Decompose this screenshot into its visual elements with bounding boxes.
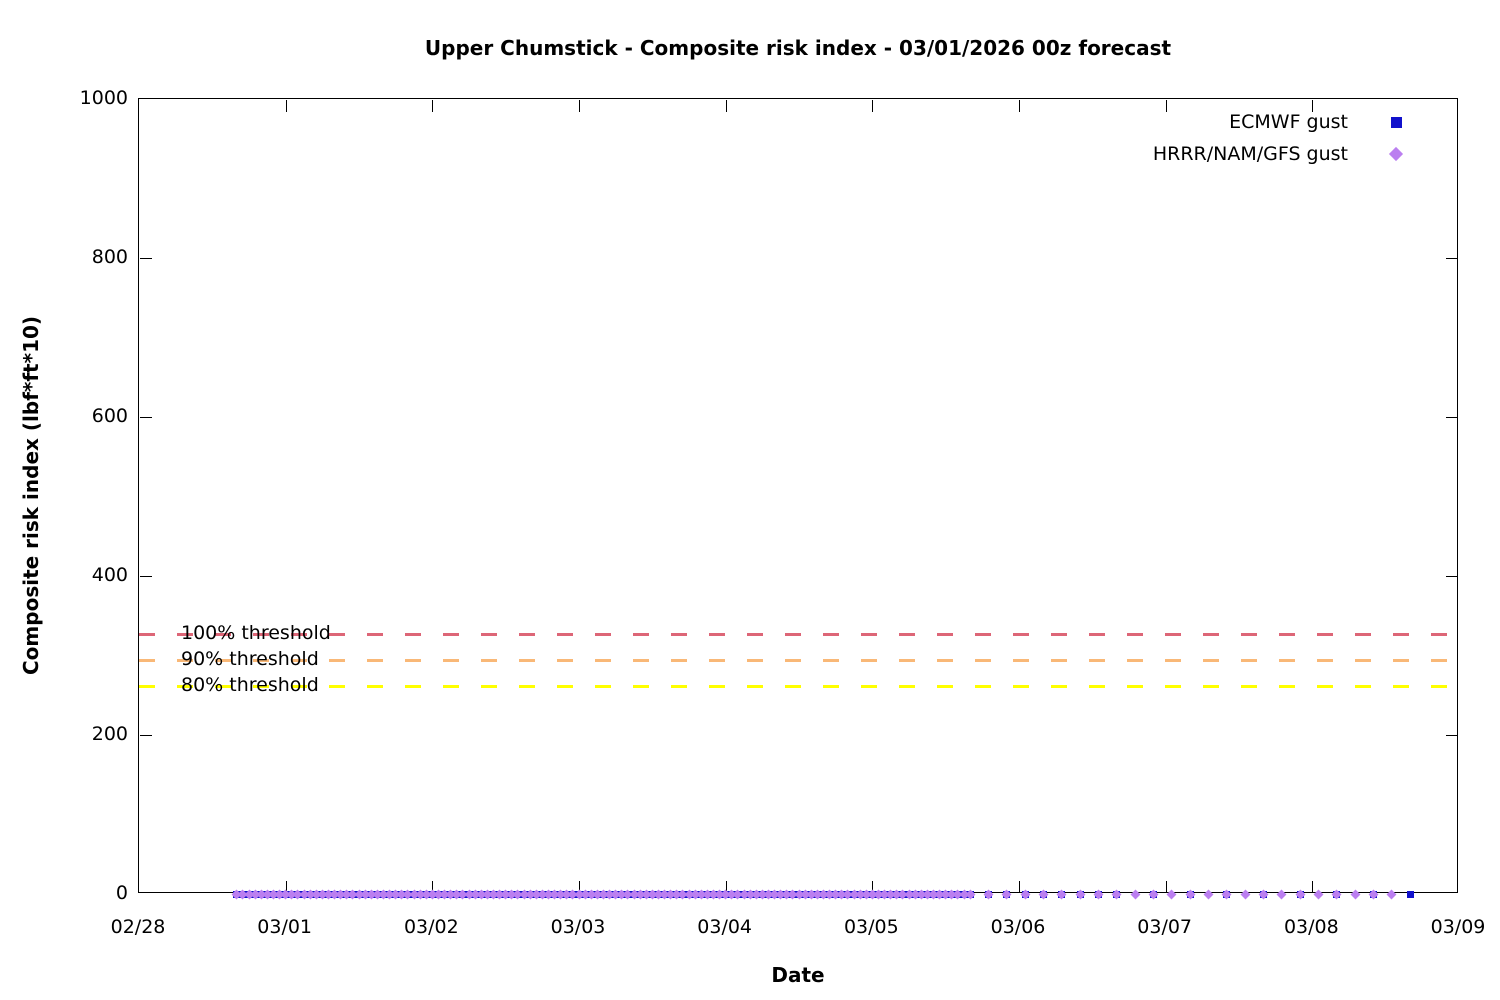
legend-label-ecmwf: ECMWF gust bbox=[1229, 111, 1348, 133]
x-tick-mark bbox=[872, 881, 874, 893]
x-tick-mark bbox=[872, 100, 874, 112]
x-tick-label: 03/04 bbox=[697, 916, 753, 938]
x-tick-label: 03/06 bbox=[990, 916, 1046, 938]
hrrr-data-point bbox=[1313, 889, 1324, 899]
x-tick-mark bbox=[725, 881, 727, 893]
y-tick-label: 800 bbox=[91, 246, 128, 268]
threshold-label: 100% threshold bbox=[181, 622, 331, 645]
x-tick-mark bbox=[1165, 100, 1167, 112]
y-tick-mark bbox=[140, 417, 152, 418]
y-tick-mark bbox=[140, 258, 152, 259]
legend-marker-box bbox=[1348, 116, 1444, 128]
legend-marker-box bbox=[1348, 146, 1444, 162]
hrrr-data-point bbox=[1276, 889, 1287, 899]
y-tick-mark bbox=[1446, 258, 1458, 259]
hrrr-data-point bbox=[1130, 889, 1141, 899]
threshold-label: 90% threshold bbox=[181, 648, 319, 671]
hrrr-data-point bbox=[1386, 889, 1397, 899]
x-tick-mark bbox=[285, 881, 287, 893]
x-tick-mark bbox=[432, 100, 434, 112]
y-tick-label: 200 bbox=[91, 723, 128, 745]
x-tick-mark bbox=[579, 100, 580, 112]
threshold-line bbox=[139, 684, 1459, 688]
x-tick-mark bbox=[285, 100, 287, 112]
hrrr-data-point bbox=[1350, 889, 1361, 899]
y-tick-mark bbox=[1446, 417, 1458, 418]
y-axis-label: Composite risk index (lbf*ft*10) bbox=[19, 315, 43, 676]
x-tick-label: 03/01 bbox=[257, 916, 313, 938]
x-tick-mark bbox=[432, 881, 434, 893]
x-tick-label: 03/03 bbox=[550, 916, 606, 938]
x-tick-mark bbox=[1312, 100, 1314, 112]
square-marker-icon bbox=[1390, 116, 1402, 128]
y-tick-mark bbox=[140, 735, 152, 736]
legend-item-hrrr: HRRR/NAM/GFS gust bbox=[1152, 143, 1444, 165]
x-tick-mark bbox=[1165, 881, 1167, 893]
legend-item-ecmwf: ECMWF gust bbox=[1153, 111, 1444, 133]
plot-area: 100% threshold 90% threshold 80% threshold bbox=[138, 98, 1459, 899]
threshold-line bbox=[139, 633, 1459, 637]
hrrr-data-point bbox=[1240, 889, 1251, 899]
y-tick-mark bbox=[1446, 735, 1458, 736]
diamond-marker-icon bbox=[1388, 146, 1404, 162]
threshold-line bbox=[139, 659, 1459, 663]
x-tick-label: 03/05 bbox=[843, 916, 899, 938]
x-tick-mark bbox=[1312, 881, 1314, 893]
x-tick-mark bbox=[725, 100, 727, 112]
x-tick-label: 03/02 bbox=[403, 916, 459, 938]
y-tick-label: 400 bbox=[91, 564, 128, 586]
x-tick-label: 02/28 bbox=[110, 916, 166, 938]
hrrr-data-point bbox=[1203, 889, 1214, 899]
x-tick-label: 03/07 bbox=[1137, 916, 1193, 938]
legend-label-hrrr: HRRR/NAM/GFS gust bbox=[1152, 143, 1348, 165]
y-tick-mark bbox=[1446, 576, 1458, 577]
x-tick-label: 03/09 bbox=[1430, 916, 1486, 938]
y-tick-label: 600 bbox=[91, 405, 128, 427]
x-axis-label: Date bbox=[771, 963, 825, 987]
hrrr-data-point bbox=[1166, 889, 1177, 899]
x-tick-mark bbox=[579, 881, 580, 893]
x-tick-label: 03/08 bbox=[1283, 916, 1339, 938]
chart-title: Upper Chumstick - Composite risk index -… bbox=[424, 36, 1172, 60]
y-tick-mark bbox=[140, 576, 152, 577]
x-tick-mark bbox=[1019, 881, 1020, 893]
threshold-label: 80% threshold bbox=[181, 673, 319, 696]
y-tick-label: 1000 bbox=[79, 87, 128, 109]
ecmwf-data-point bbox=[1406, 890, 1414, 898]
legend: ECMWF gust HRRR/NAM/GFS gust bbox=[1152, 111, 1444, 165]
y-tick-label: 0 bbox=[115, 882, 128, 904]
x-tick-mark bbox=[1019, 100, 1020, 112]
